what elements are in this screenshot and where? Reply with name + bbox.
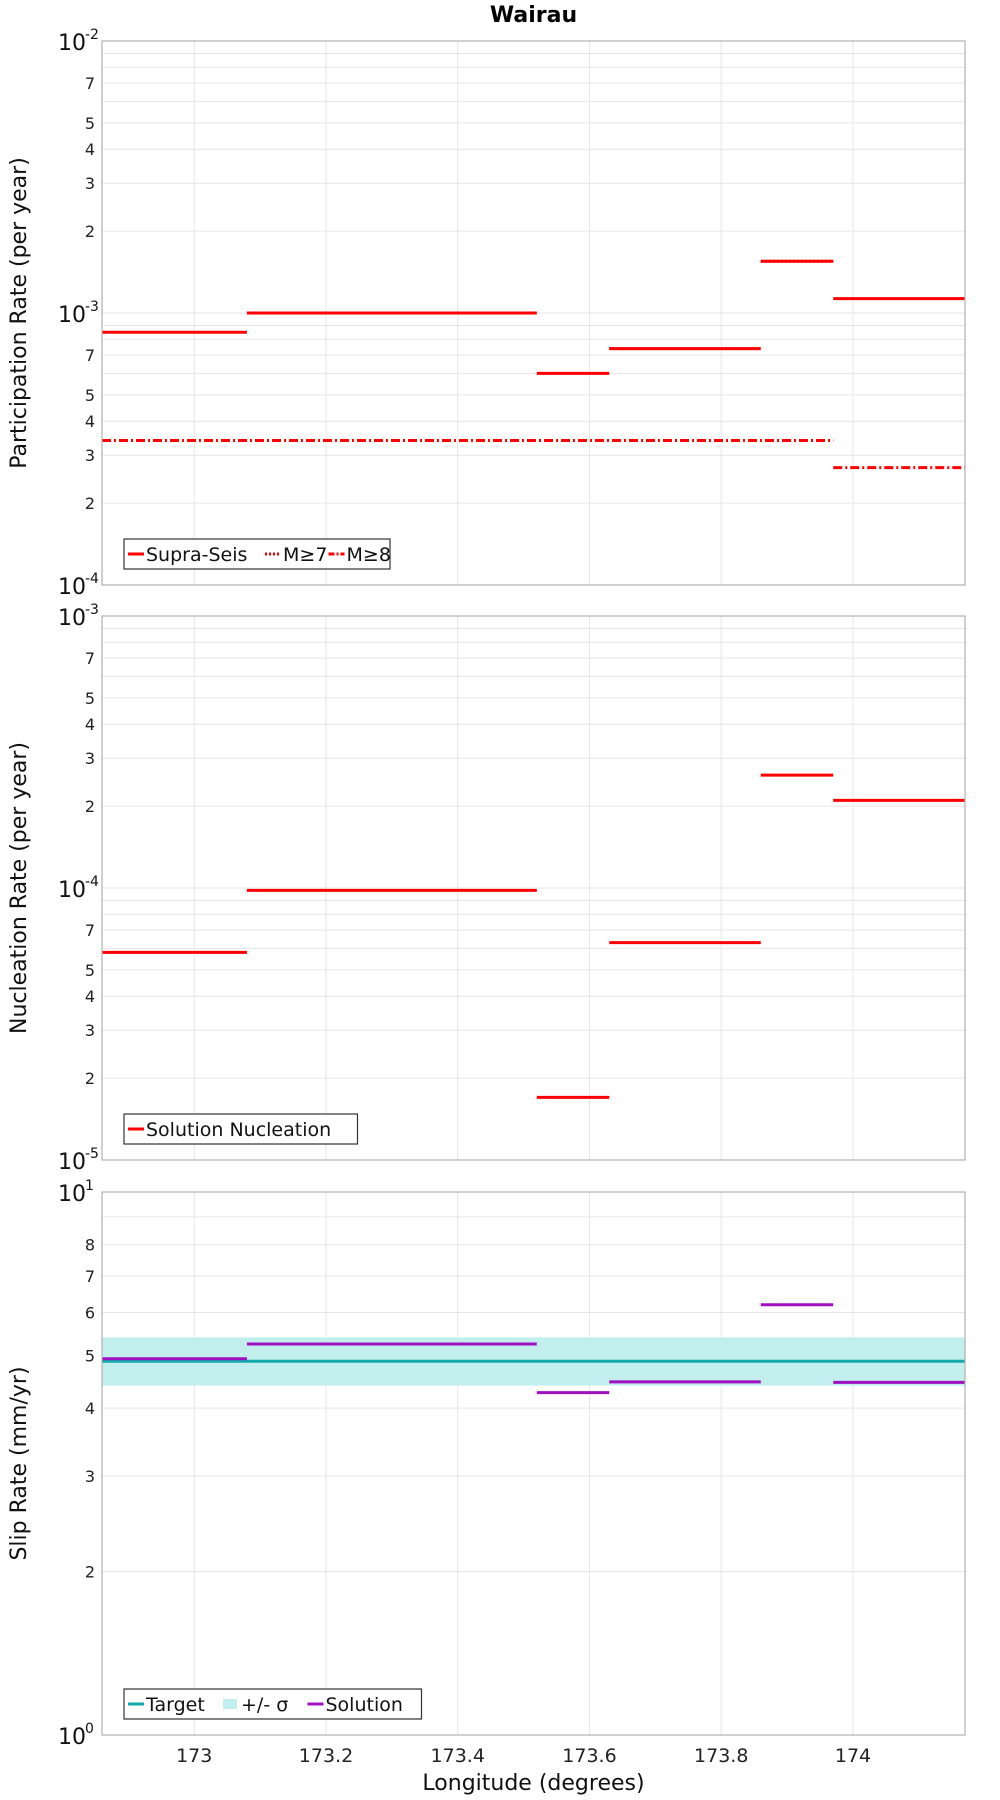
- chart-title: Wairau: [490, 3, 577, 28]
- plot-frame: [101, 1191, 966, 1736]
- y-minor-tick-label: 4: [85, 715, 95, 734]
- y-minor-tick-label: 4: [85, 1399, 95, 1418]
- y-minor-tick-label: 2: [85, 1069, 95, 1088]
- y-major-tick-label: 10: [58, 31, 86, 56]
- y-minor-tick-label: 4: [85, 412, 95, 431]
- y-minor-tick-label: 3: [85, 174, 95, 193]
- legend-box: [123, 1113, 359, 1145]
- y-minor-tick-label: 5: [85, 961, 95, 980]
- y-axis-label: Slip Rate (mm/yr): [7, 1366, 32, 1560]
- y-minor-tick-label: 2: [85, 797, 95, 816]
- legend-label: Target: [145, 1694, 205, 1716]
- x-tick-label: 173.8: [694, 1745, 748, 1767]
- y-major-tick-exponent: -3: [85, 602, 99, 618]
- y-minor-tick-label: 5: [85, 1346, 95, 1365]
- y-major-tick-exponent: -3: [85, 299, 99, 315]
- y-major-tick-exponent: -2: [85, 27, 99, 43]
- y-minor-tick-label: 3: [85, 446, 95, 465]
- legend-label: M≥8: [347, 544, 391, 566]
- legend-label: Solution Nucleation: [146, 1119, 331, 1141]
- y-minor-tick-label: 5: [85, 114, 95, 133]
- x-tick-label: 173: [176, 1745, 212, 1767]
- y-minor-tick-label: 7: [85, 921, 95, 940]
- y-minor-tick-label: 4: [85, 140, 95, 159]
- legend-box: [123, 538, 391, 570]
- y-major-tick-exponent: 0: [85, 1721, 94, 1737]
- y-minor-tick-label: 8: [85, 1236, 95, 1255]
- legend-box: [123, 1688, 423, 1720]
- plot-frame: [101, 40, 966, 586]
- y-minor-tick-label: 2: [85, 222, 95, 241]
- y-major-tick-exponent: -4: [85, 874, 99, 890]
- y-minor-tick-label: 2: [85, 494, 95, 513]
- plot-frame: [101, 615, 966, 1161]
- y-minor-tick-label: 5: [85, 386, 95, 405]
- x-axis-label: Longitude (degrees): [422, 1771, 644, 1796]
- y-major-tick-label: 10: [58, 575, 86, 600]
- y-major-tick-label: 10: [58, 878, 86, 903]
- y-minor-tick-label: 3: [85, 1467, 95, 1486]
- x-tick-label: 173.2: [299, 1745, 353, 1767]
- y-minor-tick-label: 3: [85, 1021, 95, 1040]
- y-minor-tick-label: 6: [85, 1303, 95, 1322]
- y-minor-tick-label: 7: [85, 1267, 95, 1286]
- y-major-tick-label: 10: [58, 1182, 86, 1207]
- legend-label: Supra-Seis: [146, 544, 247, 566]
- x-tick-label: 173.4: [431, 1745, 485, 1767]
- legend-swatch: [223, 1699, 237, 1709]
- y-axis-label: Nucleation Rate (per year): [7, 742, 32, 1034]
- x-tick-label: 174: [835, 1745, 871, 1767]
- legend-label: +/- σ: [241, 1694, 288, 1716]
- y-minor-tick-label: 3: [85, 749, 95, 768]
- y-major-tick-exponent: -4: [85, 571, 99, 587]
- y-minor-tick-label: 7: [85, 74, 95, 93]
- y-major-tick-label: 10: [58, 606, 86, 631]
- x-tick-label: 173.6: [562, 1745, 616, 1767]
- y-major-tick-label: 10: [58, 303, 86, 328]
- y-minor-tick-label: 7: [85, 346, 95, 365]
- legend-label: M≥7: [283, 544, 327, 566]
- y-major-tick-label: 10: [58, 1725, 86, 1750]
- y-minor-tick-label: 2: [85, 1563, 95, 1582]
- y-major-tick-label: 10: [58, 1150, 86, 1175]
- y-major-tick-exponent: -5: [85, 1146, 99, 1162]
- y-minor-tick-label: 7: [85, 649, 95, 668]
- y-axis-label: Participation Rate (per year): [7, 157, 32, 469]
- y-minor-tick-label: 4: [85, 987, 95, 1006]
- y-major-tick-exponent: 1: [85, 1178, 94, 1194]
- legend-label: Solution: [326, 1694, 403, 1716]
- y-minor-tick-label: 5: [85, 689, 95, 708]
